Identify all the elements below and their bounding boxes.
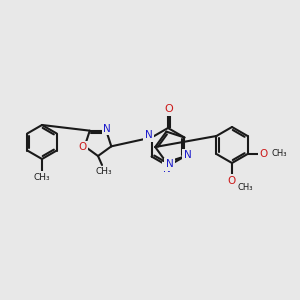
Text: O: O [165,104,173,114]
Text: CH₃: CH₃ [96,167,112,176]
Text: N: N [166,159,173,170]
Text: O: O [260,149,268,159]
Text: N: N [145,130,152,140]
Text: CH₃: CH₃ [272,149,287,158]
Text: O: O [228,176,236,186]
Text: N: N [103,124,111,134]
Text: CH₃: CH₃ [34,172,50,182]
Text: N: N [184,151,191,160]
Text: N: N [163,164,171,174]
Text: O: O [79,142,87,152]
Text: CH₃: CH₃ [237,182,253,191]
